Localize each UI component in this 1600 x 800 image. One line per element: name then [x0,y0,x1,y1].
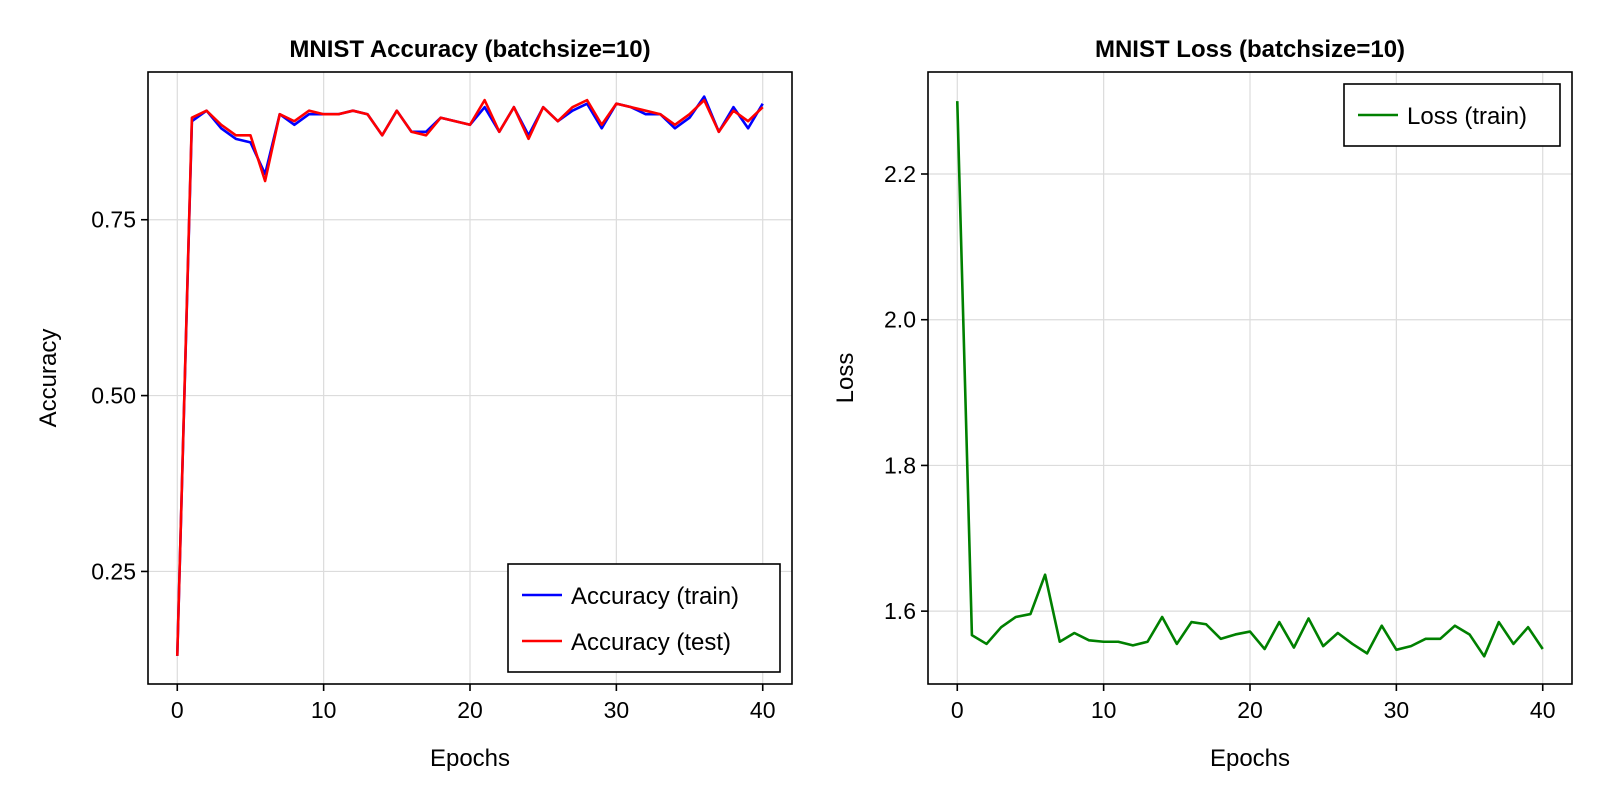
loss-x-tick-label: 10 [1091,697,1117,723]
loss-y-tick-label: 2.2 [884,161,916,187]
accuracy-x-tick-label: 10 [311,697,337,723]
loss-series-line-loss-train [955,101,1544,658]
loss-y-tick-label: 2.0 [884,307,916,333]
accuracy-chart-title: MNIST Accuracy (batchsize=10) [289,36,650,63]
accuracy-x-tick-label: 20 [457,697,483,723]
accuracy-x-tick-label: 30 [604,697,630,723]
loss-legend-label: Loss (train) [1407,103,1527,130]
loss-x-tick-label: 30 [1384,697,1410,723]
accuracy-x-tick-label: 40 [750,697,776,723]
accuracy-y-axis-label: Accuracy [35,329,62,428]
loss-x-tick-label: 20 [1237,697,1263,723]
accuracy-x-tick-label: 0 [171,697,184,723]
accuracy-legend: Accuracy (train) Accuracy (test) [507,563,781,673]
accuracy-legend-box [507,563,781,673]
accuracy-series-line-accuracy-test [175,98,764,656]
accuracy-y-tick-label: 0.75 [91,207,136,233]
accuracy-y-tick-label: 0.25 [91,558,136,584]
accuracy-y-tick-label: 0.50 [91,383,136,409]
accuracy-legend-label: Accuracy (test) [571,629,731,656]
loss-x-tick-label: 40 [1530,697,1556,723]
loss-x-tick-label: 0 [951,697,964,723]
accuracy-legend-label: Accuracy (train) [571,583,739,610]
loss-chart: 0 10 20 30 40 1.6 1.8 2.0 2.2 MNIST Loss (batchs… [832,36,1573,772]
loss-x-axis-label: Epochs [1210,745,1290,772]
loss-chart-title: MNIST Loss (batchsize=10) [1095,36,1405,63]
accuracy-x-axis-label: Epochs [430,745,510,772]
loss-legend: Loss (train) [1343,83,1561,147]
accuracy-chart: 0 10 20 30 40 0.25 0.50 0.75 MNIST Accuracy (ba… [35,36,793,772]
loss-y-tick-label: 1.6 [884,598,916,624]
loss-y-tick-label: 1.8 [884,452,916,478]
loss-y-axis-label: Loss [832,353,859,404]
